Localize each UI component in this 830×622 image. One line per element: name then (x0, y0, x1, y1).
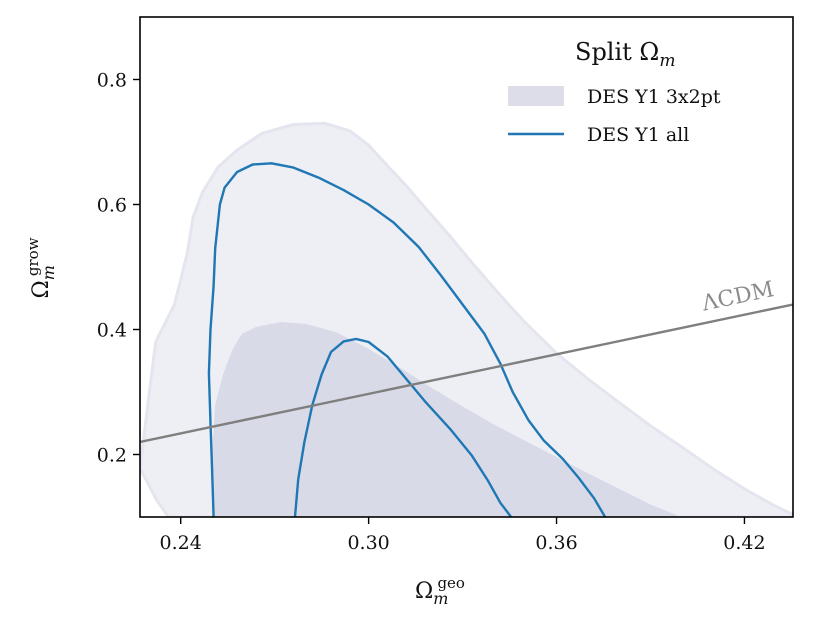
y-tick-label: 0.8 (97, 70, 127, 92)
legend-title-sub: m (659, 51, 675, 71)
y-tick-label: 0.4 (97, 320, 127, 342)
y-axis-title-sup: grow (24, 237, 42, 276)
x-axis-title-sub: m (433, 589, 448, 608)
x-axis-ticks: 0.24 0.30 0.36 0.42 (160, 517, 766, 554)
x-axis-title-sup: geo (437, 574, 465, 592)
y-tick-label: 0.6 (97, 195, 127, 217)
legend-label-3x2pt: DES Y1 3x2pt (587, 86, 721, 108)
series-des-y1-all-68 (293, 337, 513, 517)
x-tick-label: 0.42 (723, 532, 765, 554)
legend-item-3x2pt: DES Y1 3x2pt (508, 86, 721, 108)
y-axis-title-sub: m (39, 265, 58, 280)
y-axis-title: Ωmgrow (24, 237, 58, 298)
plot-area (140, 121, 793, 517)
y-axis-ticks: 0.2 0.4 0.6 0.8 (97, 70, 140, 467)
x-axis-title: Ωmgeo (415, 574, 465, 608)
x-tick-label: 0.36 (535, 532, 577, 554)
legend-title: Split Ωm (575, 38, 675, 71)
legend: Split Ωm DES Y1 3x2pt DES Y1 all (508, 38, 721, 146)
y-axis-title-base: Ω (29, 280, 54, 298)
x-tick-label: 0.24 (160, 532, 202, 554)
series-layer (140, 121, 793, 517)
x-tick-label: 0.30 (347, 532, 389, 554)
series-cdm (140, 303, 793, 444)
y-tick-label: 0.2 (97, 445, 127, 467)
x-axis-title-base: Ω (415, 579, 433, 604)
series-des-y1-3x2pt-68 (212, 322, 679, 517)
series-des-y1-all-95 (207, 162, 607, 517)
plot-frame (139, 16, 794, 518)
legend-swatch-3x2pt (508, 86, 564, 106)
legend-title-base: Split Ω (575, 38, 659, 66)
legend-item-all: DES Y1 all (508, 124, 689, 146)
legend-label-all: DES Y1 all (587, 124, 689, 146)
